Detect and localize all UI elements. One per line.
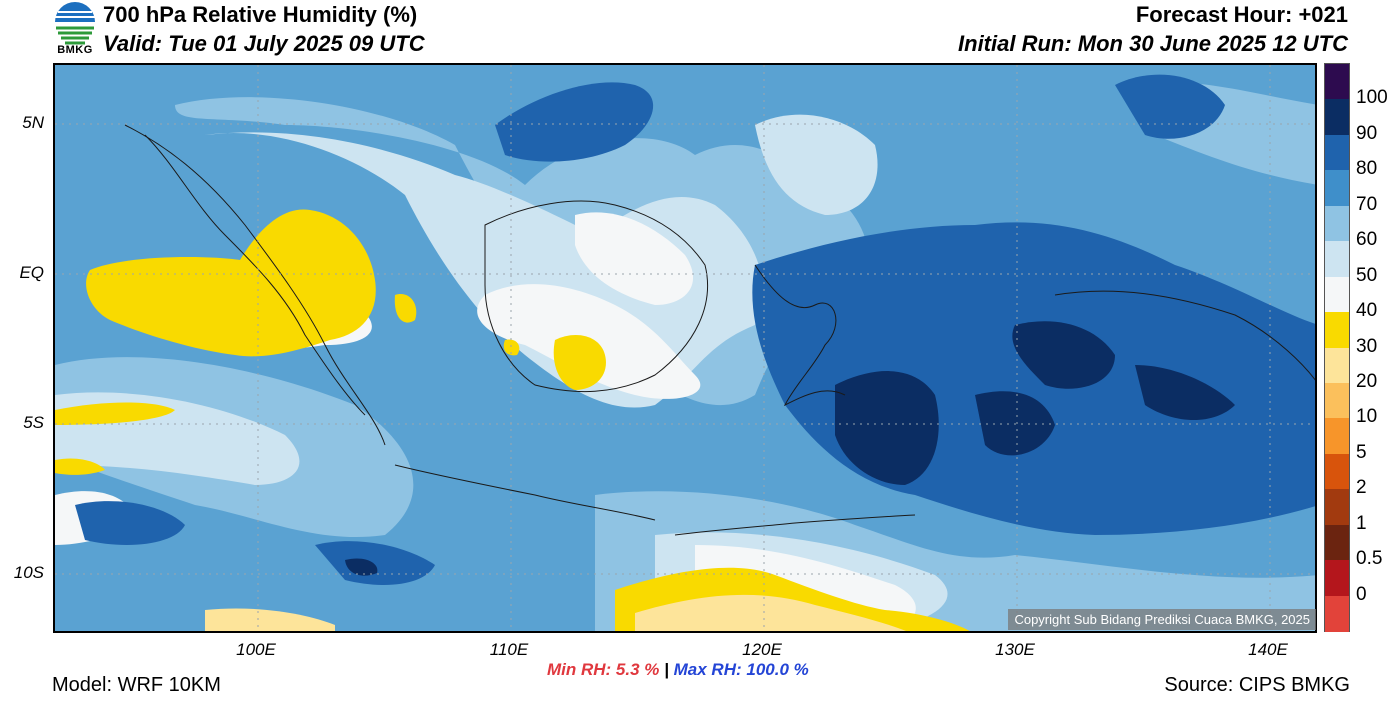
coastlines [124, 124, 1315, 536]
chart-title: 700 hPa Relative Humidity (%) [103, 2, 418, 27]
colorbar-label: 30 [1356, 335, 1378, 357]
lon-label-110e: 110E [489, 640, 529, 659]
humidity-map-svg [55, 65, 1315, 631]
colorbar-label: 0 [1356, 583, 1367, 605]
colorbar-segment [1325, 347, 1349, 384]
lat-label-5n: 5N [22, 113, 44, 132]
colorbar-label: 40 [1356, 300, 1378, 322]
colorbar-segment [1325, 276, 1349, 313]
rh-separator: | [664, 660, 669, 679]
lon-label-140e: 140E [1248, 640, 1288, 659]
data-source: Source: CIPS BMKG [1164, 674, 1350, 696]
colorbar-segment [1325, 64, 1349, 100]
colorbar-segment [1325, 453, 1349, 490]
sulawesi-coast [754, 264, 846, 407]
java-coast [394, 464, 656, 521]
colorbar-segment [1325, 205, 1349, 242]
lat-label-eq: EQ [19, 263, 44, 282]
graticule [55, 65, 1315, 631]
colorbar-label: 20 [1356, 370, 1378, 392]
colorbar-segment [1325, 489, 1349, 526]
copyright-note: Copyright Sub Bidang Prediksi Cuaca BMKG… [1008, 609, 1316, 630]
colorbar-label: 80 [1356, 158, 1378, 180]
sumatra-coast-east [144, 134, 366, 416]
nusa-tenggara-coast [674, 514, 916, 536]
lon-label-120e: 120E [742, 640, 782, 659]
sumatra-coast [124, 124, 386, 446]
colorbar-segment [1325, 595, 1349, 632]
bmkg-logo: BMKG [52, 2, 98, 60]
colorbar-segment [1325, 560, 1349, 597]
colorbar-label: 2 [1356, 477, 1367, 499]
lat-label-5s: 5S [23, 413, 44, 432]
colorbar-label: 70 [1356, 193, 1378, 215]
colorbar-segment [1325, 312, 1349, 349]
humidity-map [53, 63, 1317, 633]
colorbar [1324, 63, 1350, 632]
colorbar-segment [1325, 99, 1349, 136]
colorbar-segment [1325, 382, 1349, 419]
colorbar-label: 5 [1356, 441, 1367, 463]
colorbar-label: 100 [1356, 87, 1388, 109]
colorbar-label: 90 [1356, 122, 1378, 144]
colorbar-segment [1325, 524, 1349, 561]
colorbar-segment [1325, 170, 1349, 207]
colorbar-segment [1325, 134, 1349, 171]
initial-run: Initial Run: Mon 30 June 2025 12 UTC [958, 31, 1348, 56]
borneo-coast [484, 200, 709, 393]
rh-extremes: Min RH: 5.3 % | Max RH: 100.0 % [547, 660, 809, 680]
model-name: Model: WRF 10KM [52, 674, 221, 696]
valid-time: Valid: Tue 01 July 2025 09 UTC [103, 31, 425, 56]
lat-label-10s: 10S [13, 563, 44, 582]
colorbar-segment [1325, 241, 1349, 278]
colorbar-label: 1 [1356, 512, 1367, 534]
lon-label-100e: 100E [236, 640, 276, 659]
colorbar-label: 10 [1356, 406, 1378, 428]
colorbar-label: 60 [1356, 229, 1378, 251]
min-rh: Min RH: 5.3 % [547, 660, 660, 679]
rh-20-30-field [205, 594, 906, 631]
rh-90-100-field [345, 321, 1235, 576]
forecast-hour: Forecast Hour: +021 [1135, 2, 1348, 27]
colorbar-label: 50 [1356, 264, 1378, 286]
colorbar-label: 0.5 [1356, 548, 1383, 570]
max-rh: Max RH: 100.0 % [673, 660, 809, 679]
papua-coast [1054, 290, 1315, 381]
colorbar-segment [1325, 418, 1349, 455]
lon-label-130e: 130E [995, 640, 1035, 659]
logo-text: BMKG [57, 44, 93, 56]
